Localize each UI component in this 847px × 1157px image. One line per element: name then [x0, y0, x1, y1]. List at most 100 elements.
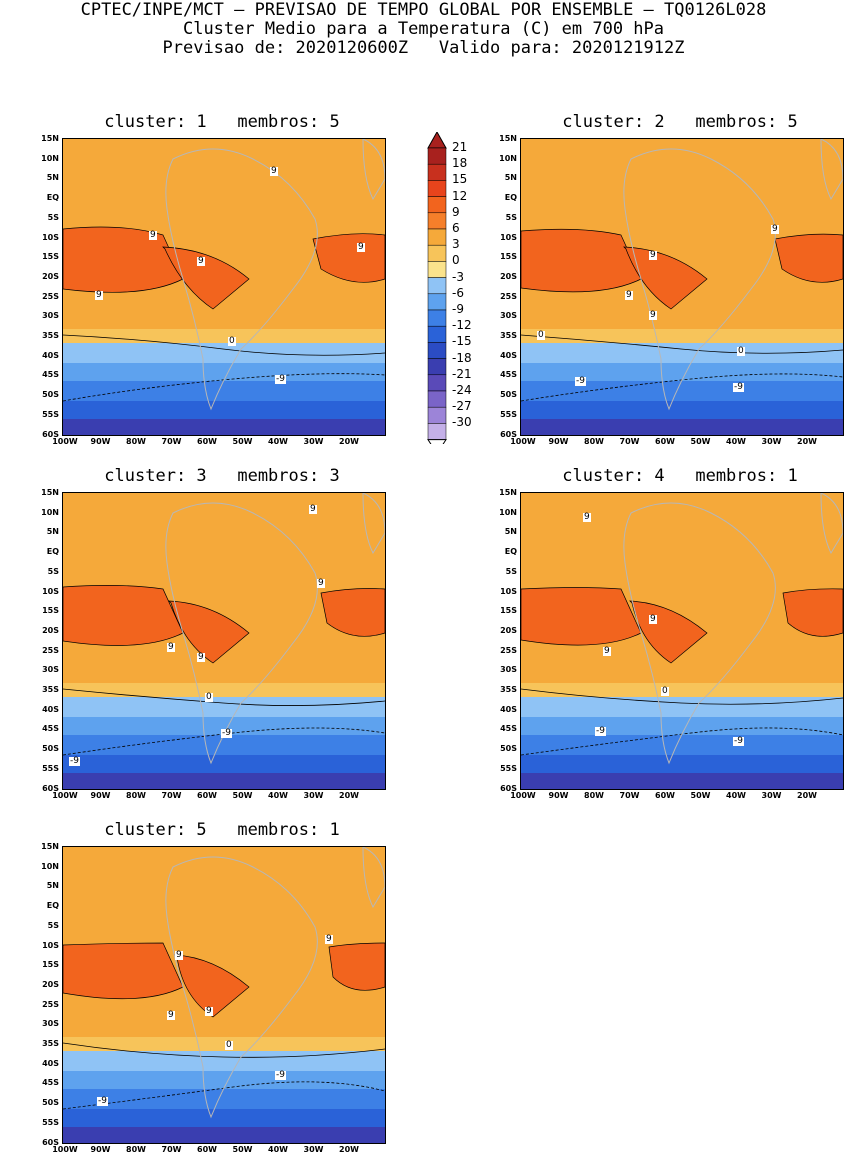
warm-region: [63, 942, 184, 1000]
latitude-label: 20S: [42, 625, 59, 635]
latitude-label: 5N: [504, 173, 517, 183]
latitude-label: 30S: [42, 665, 59, 675]
contour-label: -9: [733, 382, 744, 392]
longitude-label: 60W: [655, 437, 675, 446]
warm-region: [328, 942, 385, 991]
temperature-band: [63, 343, 385, 363]
longitude-label: 80W: [584, 437, 604, 446]
contour-label: 9: [649, 614, 657, 624]
contour-label: -9: [275, 1070, 286, 1080]
contour-label: 0: [661, 686, 669, 696]
longitude-label: 20W: [339, 1145, 359, 1154]
contour-label: 9: [317, 578, 325, 588]
contour-label: 9: [167, 642, 175, 652]
contour-0: [63, 688, 385, 706]
contour-label: 9: [603, 646, 611, 656]
latitude-label: 55S: [42, 409, 59, 419]
latitude-label: EQ: [46, 901, 59, 911]
temperature-band: [521, 683, 843, 697]
colorbar-label: 12: [452, 188, 468, 203]
temperature-band: [63, 735, 385, 755]
colorbar-label: -24: [452, 383, 472, 397]
colorbar-label: -6: [452, 285, 464, 300]
south-america-outline: [165, 502, 318, 765]
latitude-label: 5S: [505, 566, 517, 576]
panel-title: cluster: 1 membros: 5: [104, 112, 340, 132]
latitude-label: 10S: [42, 586, 59, 596]
latitude-label: 10S: [500, 232, 517, 242]
latitude-label: EQ: [46, 547, 59, 557]
warm-region: [774, 233, 843, 283]
warm-region: [320, 588, 385, 637]
latitude-label: 60S: [500, 783, 517, 793]
longitude-label: 70W: [161, 1145, 182, 1154]
longitude-label: 20W: [797, 791, 817, 800]
africa-outline: [362, 493, 385, 555]
contour-label: 9: [649, 250, 657, 260]
colorbar-label: -3: [452, 269, 464, 284]
longitude-label: 20W: [339, 437, 359, 446]
contour-label: 9: [205, 1006, 213, 1016]
colorbar-swatch: [427, 180, 447, 197]
map-panel: 9 9 9 9 0 -9 -9: [62, 492, 386, 790]
contour-minus9: [63, 373, 385, 402]
contour-label: 9: [95, 290, 103, 300]
contour-label: 0: [205, 692, 213, 702]
contour-0: [521, 334, 843, 354]
colorbar-swatch: [427, 244, 447, 262]
temperature-band: [63, 697, 385, 717]
longitude-label: 40W: [268, 791, 288, 800]
contour-label: 9: [197, 256, 205, 266]
colorbar-swatch: [427, 212, 447, 230]
latitude-label: 50S: [42, 1098, 59, 1108]
colorbar-label: -15: [452, 334, 472, 349]
africa-outline: [820, 493, 843, 555]
contour-label: 9: [325, 934, 333, 944]
latitude-label: EQ: [504, 547, 517, 557]
temperature-band: [63, 683, 385, 697]
latitude-label: 30S: [42, 311, 59, 321]
colorbar-label: 21: [452, 140, 468, 154]
colorbar-swatch: [427, 293, 447, 311]
temperature-band: [521, 755, 843, 773]
latitude-label: 20S: [500, 271, 517, 281]
temperature-colorbar: 21 18 15 12 9 6 3 0 -3 -6 -9 -12 -15 -18 -21 -24 -27 -30: [426, 130, 496, 455]
contour-label: 9: [270, 166, 278, 176]
latitude-label: 40S: [500, 350, 517, 360]
latitude-label: 25S: [42, 291, 59, 301]
contour-label: 9: [771, 224, 779, 234]
latitude-label: 30S: [42, 1019, 59, 1029]
latitude-label: 30S: [500, 311, 517, 321]
temperature-band: [63, 329, 385, 343]
longitude-label: 90W: [90, 791, 111, 800]
temperature-band: [521, 773, 843, 789]
colorbar-label: 6: [452, 221, 460, 235]
africa-outline: [820, 139, 843, 201]
temperature-band: [521, 329, 843, 343]
colorbar-swatch: [427, 228, 447, 246]
latitude-label: 20S: [42, 271, 59, 281]
contour-label: 9: [167, 1010, 175, 1020]
latitude-label: 60S: [42, 783, 59, 793]
contour-label: -9: [69, 756, 80, 766]
colorbar-swatch: [427, 342, 447, 359]
temperature-band: [63, 1037, 385, 1051]
longitude-label: 90W: [548, 791, 569, 800]
warm-region: [168, 600, 250, 664]
latitude-label: 5N: [46, 881, 59, 891]
panel-title: cluster: 2 membros: 5: [562, 112, 798, 132]
temperature-band: [63, 773, 385, 789]
colorbar-swatch: [427, 325, 447, 343]
temperature-band: [63, 1109, 385, 1127]
contour-minus9: [63, 1081, 385, 1110]
latitude-label: 40S: [42, 704, 59, 714]
contour-label: 9: [309, 504, 317, 514]
temperature-band: [63, 847, 385, 1037]
latitude-label: 5N: [504, 527, 517, 537]
latitude-label: 15N: [499, 134, 517, 143]
contour-label: -9: [733, 736, 744, 746]
panel-title: cluster: 5 membros: 1: [104, 820, 340, 840]
longitude-label: 70W: [161, 791, 182, 800]
latitude-label: 35S: [42, 331, 59, 340]
colorbar-swatch: [427, 163, 447, 181]
